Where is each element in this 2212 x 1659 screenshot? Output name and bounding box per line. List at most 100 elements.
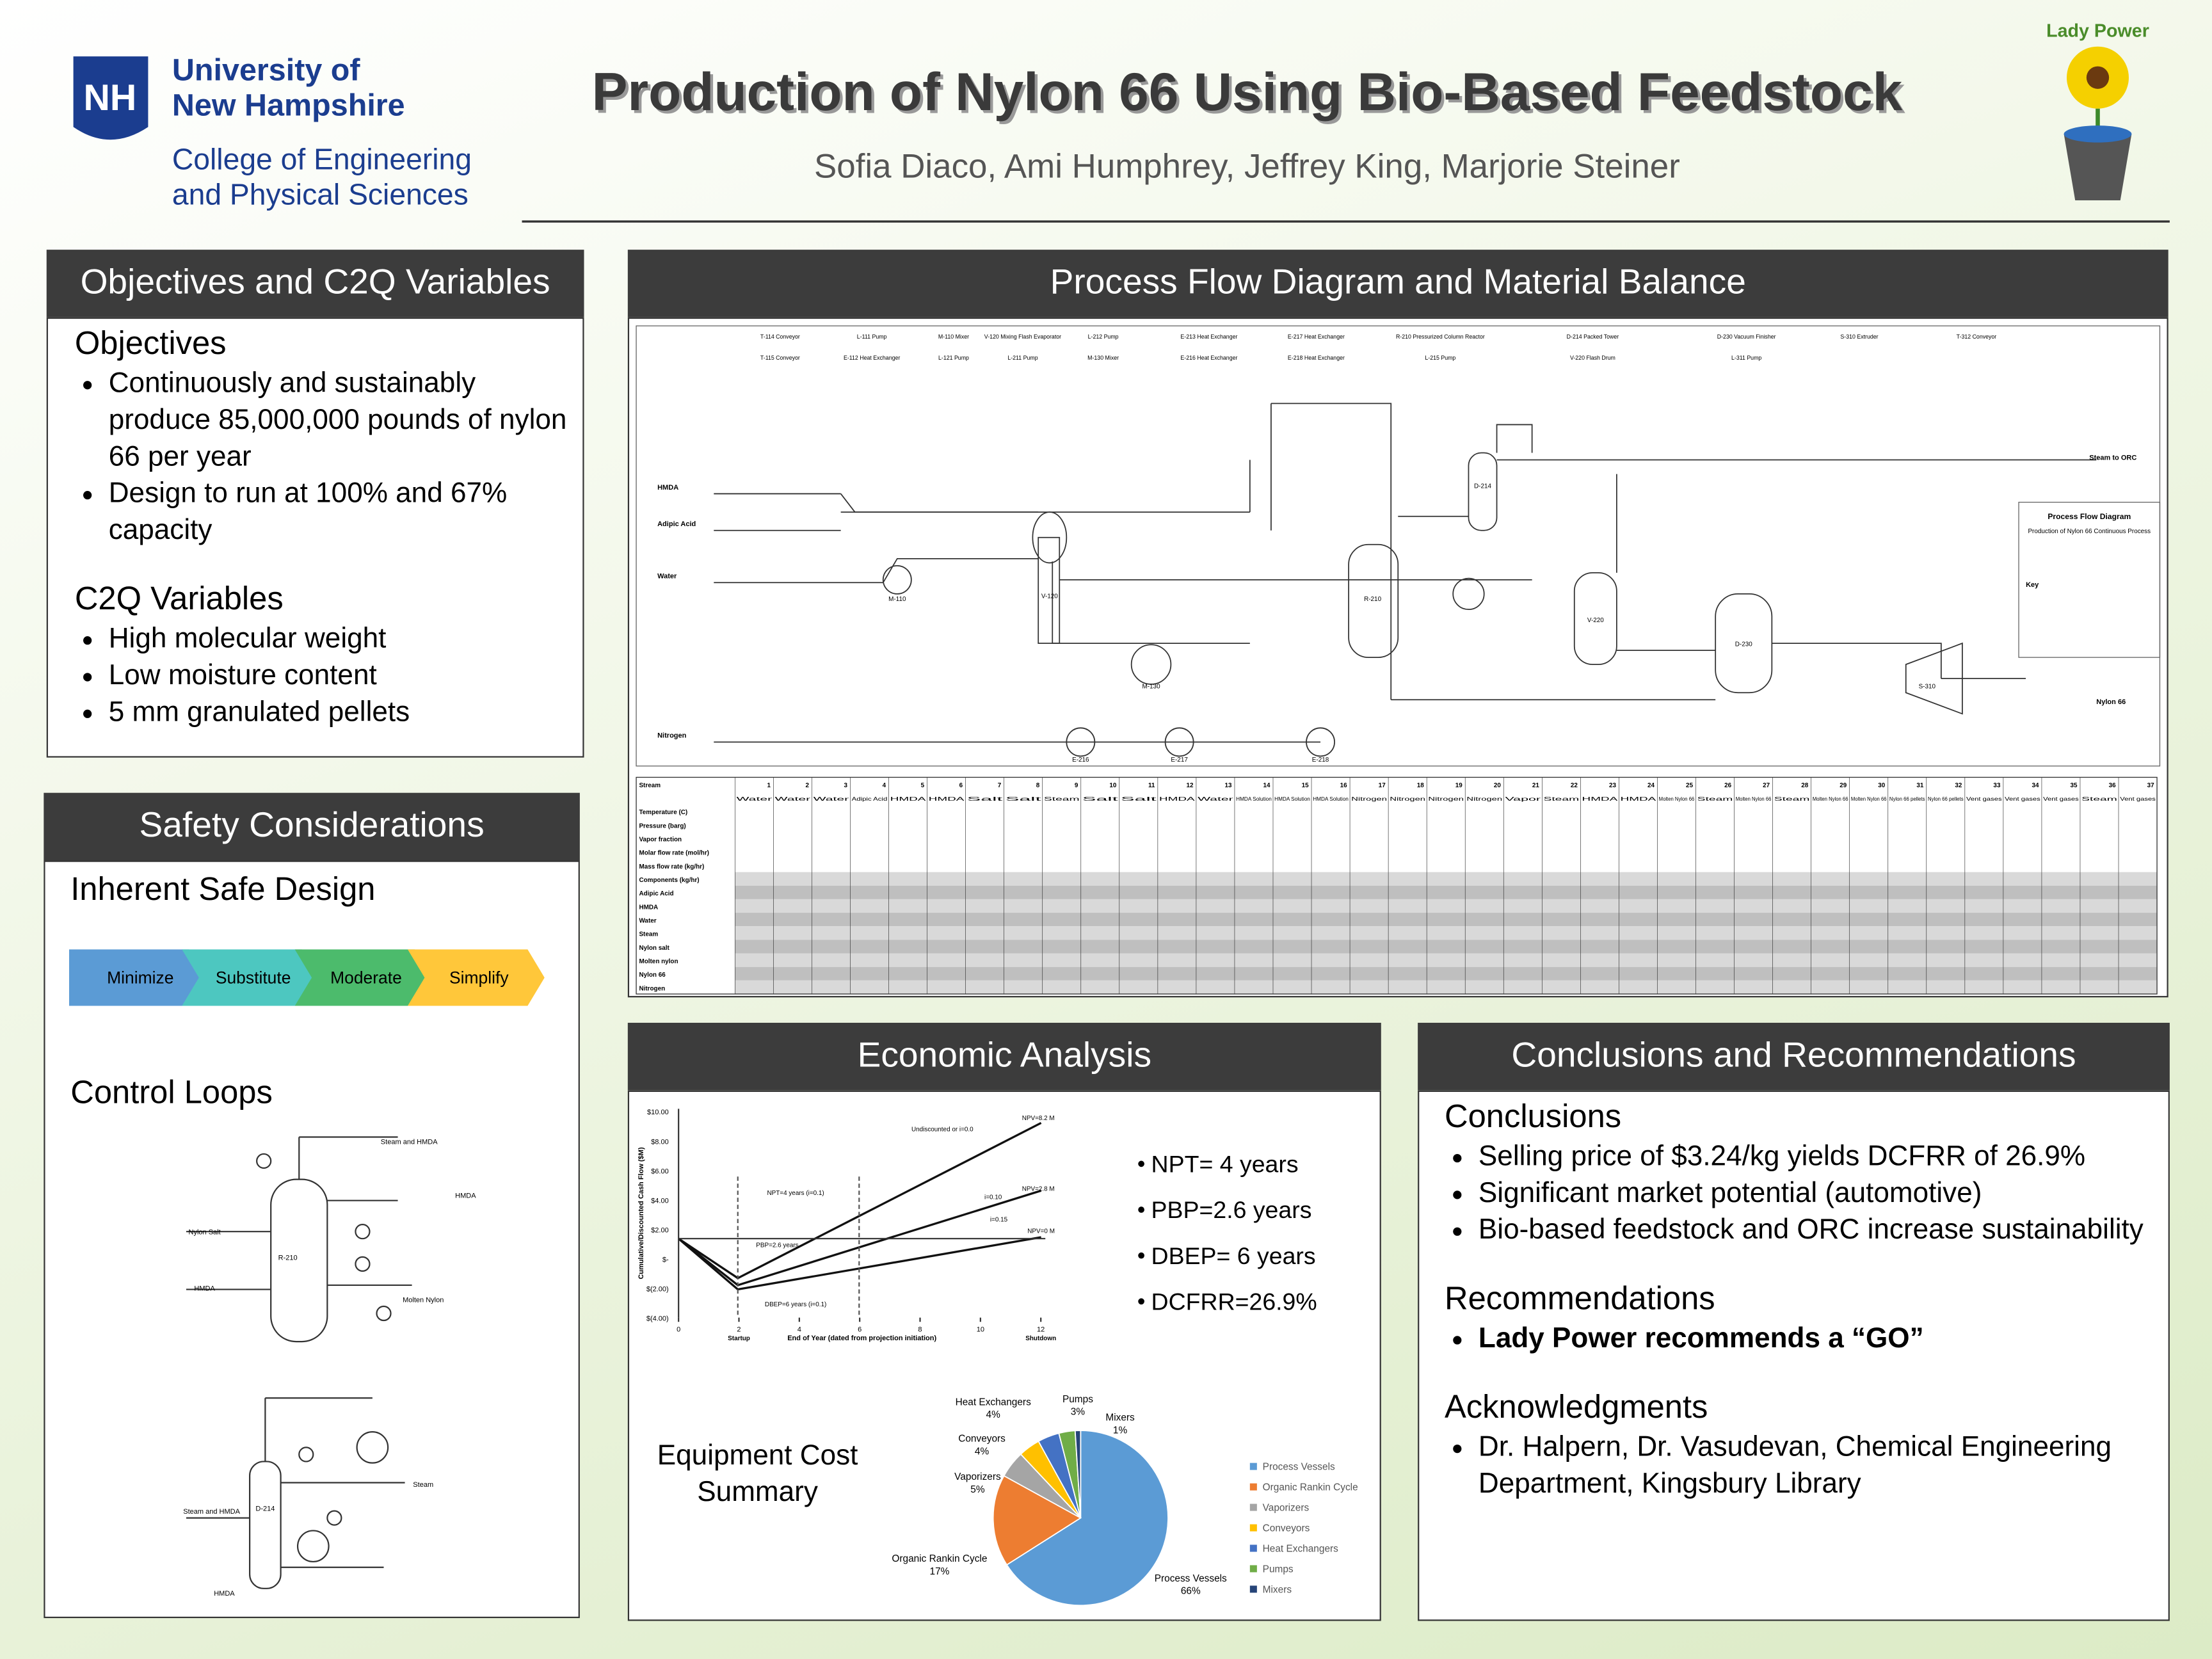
label: 16: [1340, 782, 1348, 789]
team: Lady Power: [2046, 20, 2149, 41]
pie-value-label: 4%: [975, 1446, 990, 1457]
label: $4.00: [651, 1197, 669, 1205]
label: E-217: [1171, 757, 1188, 764]
shield: [73, 56, 148, 140]
label: Salt: [1006, 796, 1043, 802]
legend-label: Process Vessels: [1263, 1462, 1335, 1473]
label: $-: [662, 1256, 669, 1264]
section-title: Conclusions: [1444, 1097, 1622, 1135]
pfd: Process Flow Diagram Production of Nylon…: [636, 325, 2161, 995]
equipment-label: L-111 Pump: [857, 333, 887, 340]
pie-value-label: 4%: [986, 1409, 1001, 1420]
pie-value-label: 1%: [1113, 1425, 1128, 1436]
label: V-120: [1041, 593, 1058, 600]
label: Steam and HMDA: [183, 1508, 240, 1516]
label: HMDA: [1621, 796, 1657, 802]
economic-panel: $10.00 $8.00 $6.00 $4.00 $2.00 $- $(2.00) $(4.0…: [627, 1090, 1381, 1621]
label: Steam: [413, 1481, 433, 1489]
label: 6: [959, 782, 963, 789]
label: 15: [1302, 782, 1310, 789]
economic-drawing: $10.00 $8.00 $6.00 $4.00 $2.00 $- $(2.00) $(4.0…: [637, 1109, 1358, 1607]
bullet-list: Selling price of $3.24/kg yields DCFRR o…: [1445, 1139, 2154, 1249]
label: 33: [1993, 782, 2001, 789]
control-loop-1: [186, 1136, 412, 1343]
label: V-220: [1587, 617, 1604, 624]
table-row-shade: [735, 940, 2158, 954]
label: 18: [1417, 782, 1425, 789]
pie-label: Mixers: [1105, 1413, 1135, 1423]
college: and Physical Sciences: [172, 178, 469, 211]
legend-swatch: [1249, 1544, 1257, 1552]
pie-value-label: 66%: [1181, 1586, 1201, 1597]
label: Molten Nylon: [403, 1296, 444, 1304]
label: 26: [1724, 782, 1732, 789]
label: E-216: [1072, 757, 1089, 764]
pie-label: Process Vessels: [1155, 1573, 1227, 1584]
bullet: Continuously and sustainably produce 85,…: [109, 365, 569, 476]
label: 32: [1955, 782, 1962, 789]
label: Adipic Acid: [852, 796, 888, 802]
label: Adipic Acid: [639, 890, 673, 897]
label: 22: [1571, 782, 1578, 789]
label: Steam: [1774, 796, 1811, 802]
bullet-list: Continuously and sustainably produce 85,…: [75, 365, 568, 549]
label: 28: [1801, 782, 1809, 789]
label: Water: [1198, 796, 1234, 802]
equipment-label: E-218 Heat Exchanger: [1288, 355, 1345, 361]
section-title: C2Q Variables: [74, 579, 284, 617]
label: M-110: [888, 596, 906, 603]
label: Mass flow rate (kg/hr): [639, 863, 704, 870]
label: Nitrogen: [657, 732, 687, 740]
pie-label: Organic Rankin Cycle: [892, 1553, 987, 1564]
bullet: Significant market potential (automotive…: [1479, 1175, 2154, 1212]
pie-slice: [1006, 1430, 1169, 1607]
label: Water: [657, 573, 677, 581]
equipment-label: E-216 Heat Exchanger: [1180, 355, 1237, 361]
equipment-label: E-217 Heat Exchanger: [1288, 333, 1345, 340]
equipment-label: M-130 Mixer: [1087, 355, 1119, 361]
equipment-label: T-312 Conveyor: [1957, 333, 1997, 340]
label: 12: [1186, 782, 1194, 789]
label: Undiscounted or i=0.0: [911, 1126, 974, 1134]
table-row-shade: [735, 980, 2158, 995]
conclusions-panel: Conclusions Selling price of $3.24/kg yie…: [1418, 1090, 2170, 1621]
label: 1: [767, 782, 771, 789]
label: $(4.00): [646, 1315, 669, 1323]
bullet-dot: [1138, 1160, 1144, 1167]
label: Nylon Salt: [188, 1229, 220, 1237]
legend-swatch: [1249, 1463, 1257, 1470]
label: Vent gases: [1966, 796, 2002, 802]
label: Vapor: [1505, 796, 1541, 802]
label: Water: [813, 796, 850, 802]
college: College of Engineering: [172, 142, 472, 175]
equipment-label: L-215 Pump: [1425, 355, 1455, 361]
label: 11: [1148, 782, 1155, 789]
equipment-label: E-112 Heat Exchanger: [844, 355, 900, 361]
label: HMDA: [194, 1285, 215, 1293]
equipment-label: L-211 Pump: [1007, 355, 1038, 361]
label: 27: [1763, 782, 1770, 789]
table-row-shade: [735, 953, 2158, 967]
label: 34: [2032, 782, 2039, 789]
equipment-label: D-214 Packed Tower: [1567, 333, 1619, 340]
table-row-shade: [735, 926, 2158, 940]
label: Molten nylon: [639, 958, 678, 965]
label: 3: [844, 782, 848, 789]
flower: [2064, 46, 2132, 200]
table-row-shade: [735, 872, 2158, 886]
bullet: High molecular weight: [109, 621, 569, 657]
label: Water: [775, 796, 812, 802]
legend-swatch: [1249, 1524, 1257, 1532]
section-title: Acknowledgments: [1444, 1388, 1708, 1425]
bullet: Low moisture content: [109, 657, 569, 694]
panel-header: Economic Analysis: [627, 1022, 1381, 1091]
label: HMDA: [1159, 796, 1196, 802]
label: Steam: [2081, 796, 2118, 802]
label: 24: [1647, 782, 1655, 789]
y-label: Cumulative/Discounted Cash Flow ($M): [637, 1147, 645, 1279]
label: 37: [2147, 782, 2155, 789]
chevron-label: Simplify: [449, 968, 509, 987]
table-row-shade: [735, 885, 2158, 899]
label: S-310: [1919, 684, 1936, 691]
